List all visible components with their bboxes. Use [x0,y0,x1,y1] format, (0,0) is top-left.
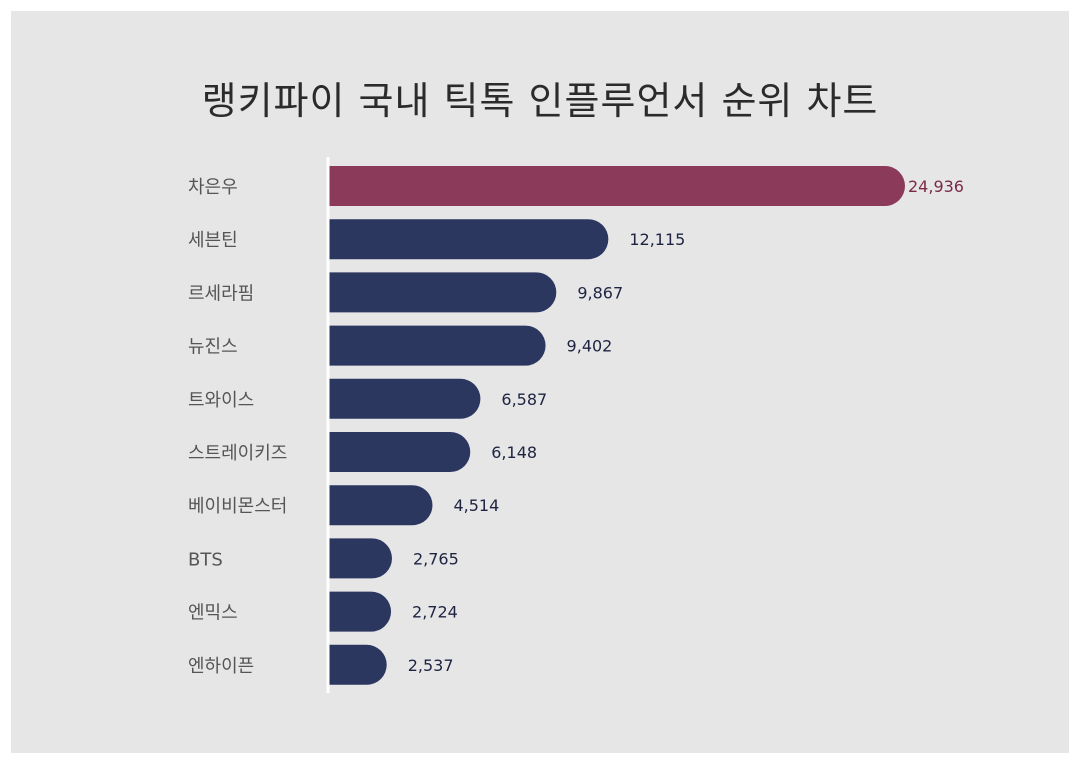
category-label: 엔믹스 [188,603,238,624]
category-label: 뉴진스 [188,337,238,358]
value-label: 6,148 [491,443,537,462]
bar [328,325,546,366]
category-label: 차은우 [188,177,238,198]
bar [328,485,433,526]
bar [328,432,471,472]
bar [328,538,392,579]
value-label: 2,724 [412,603,458,622]
bar [328,219,609,260]
category-label: 세븐틴 [188,230,238,251]
value-label: 9,402 [567,337,613,356]
category-label: 스트레이키즈 [188,443,287,464]
category-label: 트와이스 [188,390,254,411]
value-label: 12,115 [629,230,685,249]
chart-panel [11,11,1069,753]
category-label: 엔하이픈 [188,656,254,677]
bar [328,166,905,206]
bar [328,591,392,632]
category-label: BTS [188,549,223,570]
value-label: 9,867 [577,283,623,302]
value-label: 2,765 [413,549,459,568]
bar [328,272,557,313]
bar [328,378,481,419]
value-label: 24,936 [908,177,964,196]
chart-title: 랭키파이 국내 틱톡 인플루언서 순위 차트 [201,79,879,123]
category-label: 베이비몬스터 [188,496,287,517]
value-label: 2,537 [408,656,454,675]
value-label: 6,587 [501,390,547,409]
value-label: 4,514 [453,496,499,515]
bar [328,644,387,685]
category-label: 르세라핌 [188,283,254,304]
